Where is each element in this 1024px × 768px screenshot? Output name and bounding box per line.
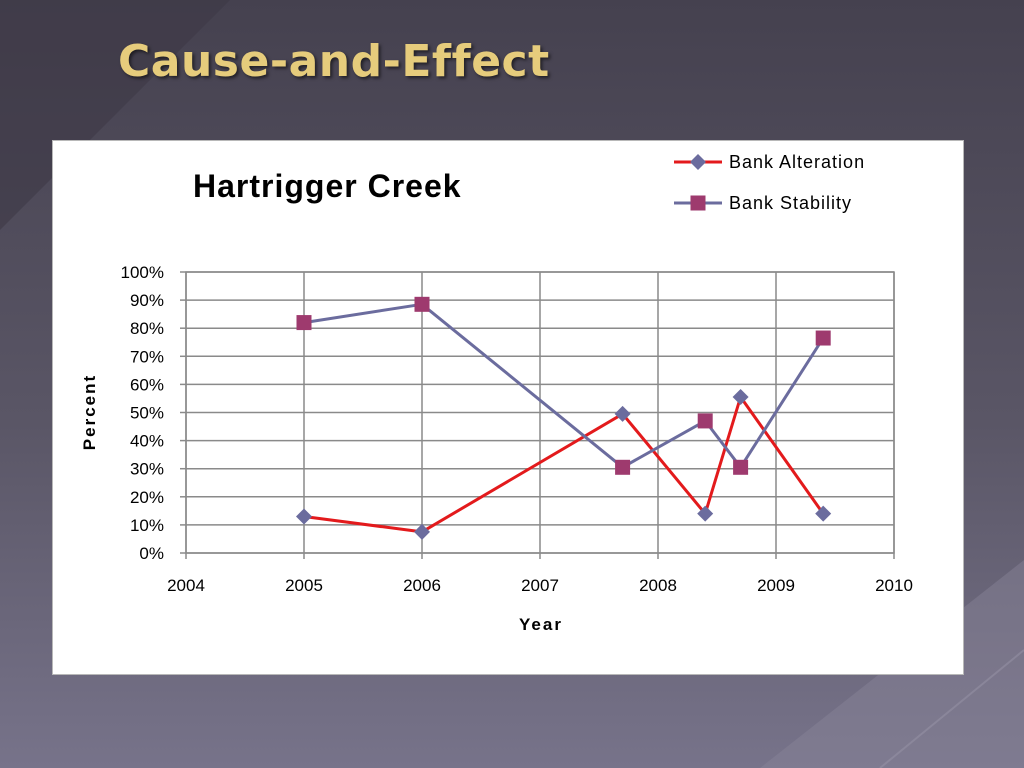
legend-item-bank-alteration: Bank Alteration [674, 152, 865, 172]
series-bank-stability [296, 296, 831, 475]
x-tick-label: 2009 [757, 576, 795, 595]
y-tick-label: 50% [130, 404, 164, 423]
data-point-bank-stability [697, 413, 713, 429]
data-point-bank-stability [296, 315, 312, 331]
x-tick-label: 2007 [521, 576, 559, 595]
y-axis-ticks: 0% 10% 20% 30% 40% 50% 60% 70% 80% 90% 100% [121, 263, 164, 563]
x-tick-label: 2004 [167, 576, 205, 595]
x-tick-label: 2008 [639, 576, 677, 595]
y-tick-label: 100% [121, 263, 164, 282]
plot-area-border [185, 271, 895, 554]
y-tick-label: 30% [130, 460, 164, 479]
chart-panel: Hartrigger Creek 0% 10% 20% 30% 40% 50% 60% 70%… [52, 140, 964, 675]
legend-marker-bank-stability [690, 195, 706, 211]
x-tick-label: 2010 [875, 576, 913, 595]
chart-title: Hartrigger Creek [193, 168, 462, 204]
data-point-bank-alteration [815, 505, 832, 522]
legend-label: Bank Alteration [729, 152, 865, 172]
series-bank-alteration [296, 389, 832, 540]
data-point-bank-stability [815, 330, 831, 346]
data-point-bank-stability [414, 296, 430, 312]
y-tick-label: 20% [130, 488, 164, 507]
legend-label: Bank Stability [729, 193, 852, 213]
series-line-bank-alteration [303, 395, 825, 534]
x-axis-title: Year [519, 615, 563, 634]
data-point-bank-alteration [296, 508, 312, 525]
y-tick-label: 10% [130, 516, 164, 535]
y-tick-label: 40% [130, 432, 164, 451]
y-tick-label: 70% [130, 347, 164, 366]
y-tick-label: 90% [130, 291, 164, 310]
data-point-bank-alteration [732, 389, 749, 406]
data-point-bank-alteration [697, 505, 714, 522]
chart-legend: Bank Alteration Bank Stability [674, 152, 865, 213]
y-tick-label: 60% [130, 375, 164, 394]
line-chart: Hartrigger Creek 0% 10% 20% 30% 40% 50% 60% 70%… [80, 152, 913, 634]
y-tick-label: 80% [130, 319, 164, 338]
x-tick-label: 2005 [285, 576, 323, 595]
y-axis-title: Percent [80, 374, 99, 450]
legend-item-bank-stability: Bank Stability [674, 193, 852, 213]
data-point-bank-alteration [414, 523, 430, 540]
data-point-bank-stability [615, 459, 631, 475]
chart-series [296, 296, 832, 540]
plot-grid [180, 271, 895, 559]
x-axis-ticks: 2004 2005 2006 2007 2008 2009 2010 [167, 576, 913, 595]
legend-marker-bank-alteration [690, 154, 706, 170]
slide-title: Cause-and-Effect [118, 36, 550, 87]
data-point-bank-stability [733, 459, 749, 475]
series-line-bank-stability [303, 302, 825, 469]
data-point-bank-alteration [614, 405, 631, 422]
x-tick-label: 2006 [403, 576, 441, 595]
y-tick-label: 0% [139, 544, 164, 563]
